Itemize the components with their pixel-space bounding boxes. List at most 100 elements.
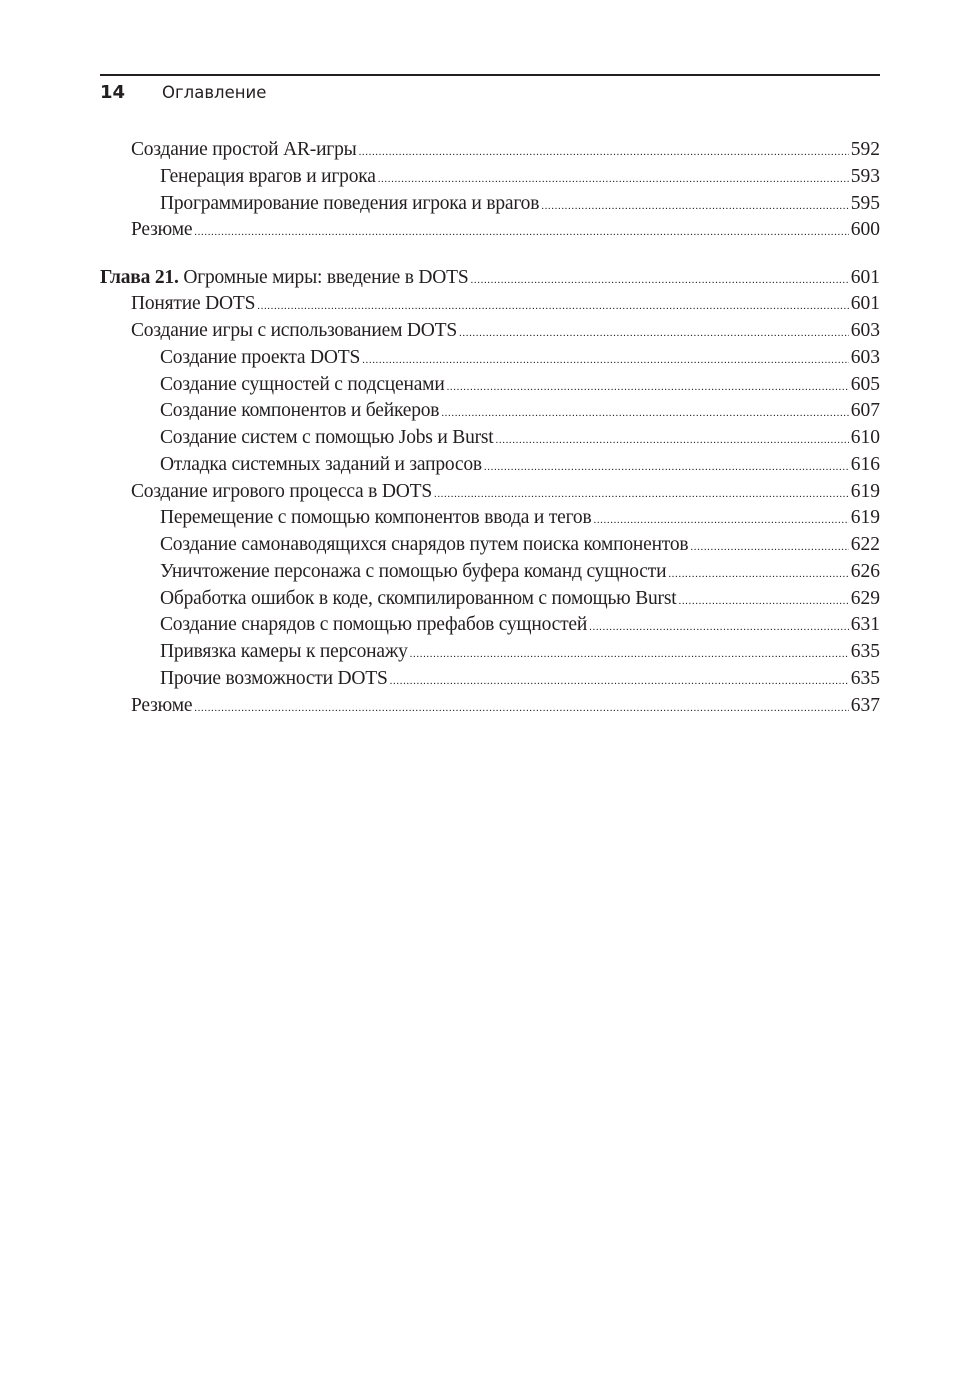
toc-entry-text: Обработка ошибок в коде, скомпилированно… (160, 587, 677, 609)
toc-entry-title: Создание простой AR-игры (131, 137, 357, 164)
toc-entry-text: Понятие DOTS (131, 293, 256, 315)
toc-entry-title: Привязка камеры к персонажу (160, 639, 408, 666)
toc-page-number: 601 (850, 266, 880, 288)
header-rule (100, 74, 880, 76)
dot-leader (378, 166, 849, 193)
toc-entry-title: Создание сущностей с подсценами (160, 372, 445, 399)
toc-entry-text: Огромные миры: введение в DOTS (183, 266, 469, 288)
toc-entry[interactable]: Привязка камеры к персонажу 635 (100, 639, 880, 666)
toc-entry[interactable]: Создание систем с помощью Jobs и Burst 61… (100, 425, 880, 452)
toc-entry-text: Создание простой AR-игры (131, 139, 357, 160)
toc-entry[interactable]: Создание игрового процесса в DOTS 619 (100, 479, 880, 506)
dot-leader (459, 320, 849, 347)
toc-entry[interactable]: Создание игры с использованием DOTS 603 (100, 318, 880, 345)
toc-page-number: 592 (850, 139, 880, 160)
toc-page-number: 605 (850, 373, 880, 395)
toc-entry-title: Создание проекта DOTS (160, 345, 360, 372)
dot-leader (410, 641, 849, 668)
toc-page-number: 619 (850, 507, 880, 529)
toc-entry[interactable]: Отладка системных заданий и запросов 616 (100, 452, 880, 479)
toc-entry-title: Резюме (131, 217, 192, 244)
dot-leader (434, 481, 849, 508)
toc-page-number: 600 (850, 219, 880, 241)
dot-leader (484, 454, 849, 481)
page-number: 14 (100, 82, 126, 103)
toc-entry[interactable]: Генерация врагов и игрока 593 (100, 164, 880, 191)
toc-page-number: 635 (850, 641, 880, 662)
toc-entry-text: Создание снарядов с помощью префабов сущ… (160, 614, 588, 636)
toc-entry-text: Создание компонентов и бейкеров (160, 400, 440, 422)
dot-leader (678, 588, 848, 615)
toc-entry-title: Перемещение с помощью компонентов ввода … (160, 505, 592, 532)
dot-leader (668, 561, 848, 588)
toc-entry[interactable]: Создание снарядов с помощью префабов сущ… (100, 612, 880, 639)
toc-entry-title: Создание компонентов и бейкеров (160, 398, 440, 425)
toc-page-number: 619 (850, 480, 880, 502)
dot-leader (194, 695, 848, 722)
toc-entry[interactable]: Создание сущностей с подсценами 605 (100, 372, 880, 399)
toc-entry-title: Создание игрового процесса в DOTS (131, 479, 432, 506)
toc-entry-title: Резюме (131, 693, 192, 720)
toc-entry-title: Отладка системных заданий и запросов (160, 452, 482, 479)
dot-leader (257, 293, 849, 320)
dot-leader (447, 374, 849, 401)
toc-page-number: 631 (850, 614, 880, 636)
toc-page-number: 607 (850, 400, 880, 422)
toc-entry-text: Отладка системных заданий и запросов (160, 453, 482, 475)
toc-entry[interactable]: Прочие возможности DOTS 635 (100, 666, 880, 693)
toc-entry[interactable]: Создание простой AR-игры 592 (100, 137, 880, 164)
toc-entry-title: Прочие возможности DOTS (160, 666, 388, 693)
toc-entry-title: Генерация врагов и игрока (160, 164, 376, 191)
dot-leader (690, 534, 848, 561)
toc-entry[interactable]: Обработка ошибок в коде, скомпилированно… (100, 586, 880, 613)
toc-entry-text: Генерация врагов и игрока (160, 165, 376, 187)
toc-page-number: 635 (850, 667, 880, 689)
dot-leader (362, 347, 849, 374)
toc-entry-title: Программирование поведения игрока и враг… (160, 191, 539, 218)
toc-entry[interactable]: Уничтожение персонажа с помощью буфера к… (100, 559, 880, 586)
toc-entry-text: Создание систем с помощью Jobs и Burst (160, 427, 494, 448)
dot-leader (589, 614, 849, 641)
toc-page-number: 626 (850, 560, 880, 582)
toc-entry[interactable]: Создание самонаводящихся снарядов путем … (100, 532, 880, 559)
dot-leader (496, 427, 849, 454)
toc-entry-text: Прочие возможности DOTS (160, 667, 388, 689)
toc-entry-title: Создание самонаводящихся снарядов путем … (160, 532, 689, 559)
toc-entry-title: Создание игры с использованием DOTS (131, 318, 457, 345)
toc-page-number: 593 (850, 165, 880, 187)
toc-page-number: 629 (850, 587, 880, 609)
toc-entry[interactable]: Создание компонентов и бейкеров 607 (100, 398, 880, 425)
toc-page-number: 637 (850, 694, 880, 716)
toc-entry-title: Создание систем с помощью Jobs и Burst (160, 425, 494, 452)
dot-leader (541, 193, 849, 220)
chapter-label: Глава 21. (100, 266, 179, 288)
toc-entry[interactable]: Создание проекта DOTS 603 (100, 345, 880, 372)
dot-leader (441, 400, 848, 427)
toc-entry-text: Перемещение с помощью компонентов ввода … (160, 507, 592, 529)
toc-entry[interactable]: Понятие DOTS 601 (100, 291, 880, 318)
toc-entry-title: Глава 21. Огромные миры: введение в DOTS (100, 265, 469, 292)
table-of-contents: Создание простой AR-игры 592 Генерация вра… (100, 137, 880, 719)
toc-entry[interactable]: Резюме 637 (100, 693, 880, 720)
toc-entry-text: Резюме (131, 694, 193, 716)
toc-page-number: 616 (850, 453, 880, 475)
dot-leader (390, 668, 849, 695)
toc-entry-text: Создание игры с использованием DOTS (131, 320, 458, 341)
toc-entry-title: Понятие DOTS (131, 291, 255, 318)
toc-entry[interactable]: Перемещение с помощью компонентов ввода … (100, 505, 880, 532)
toc-entry-title: Обработка ошибок в коде, скомпилированно… (160, 586, 677, 613)
toc-entry-title: Создание снарядов с помощью префабов сущ… (160, 612, 587, 639)
toc-entry[interactable]: Программирование поведения игрока и враг… (100, 191, 880, 218)
toc-entry-text: Создание игрового процесса в DOTS (131, 480, 432, 502)
toc-page-number: 622 (850, 534, 880, 555)
toc-entry-text: Создание проекта DOTS (160, 346, 361, 368)
toc-entry-text: Уничтожение персонажа с помощью буфера к… (160, 560, 667, 582)
dot-leader (593, 507, 848, 534)
toc-page-number: 595 (850, 192, 880, 214)
toc-page-number: 603 (850, 320, 880, 341)
toc-chapter-entry[interactable]: Глава 21. Огромные миры: введение в DOTS… (100, 265, 880, 292)
toc-entry-title: Уничтожение персонажа с помощью буфера к… (160, 559, 667, 586)
toc-entry[interactable]: Резюме 600 (100, 217, 880, 244)
toc-page-number: 603 (850, 346, 880, 368)
dot-leader (194, 219, 848, 246)
